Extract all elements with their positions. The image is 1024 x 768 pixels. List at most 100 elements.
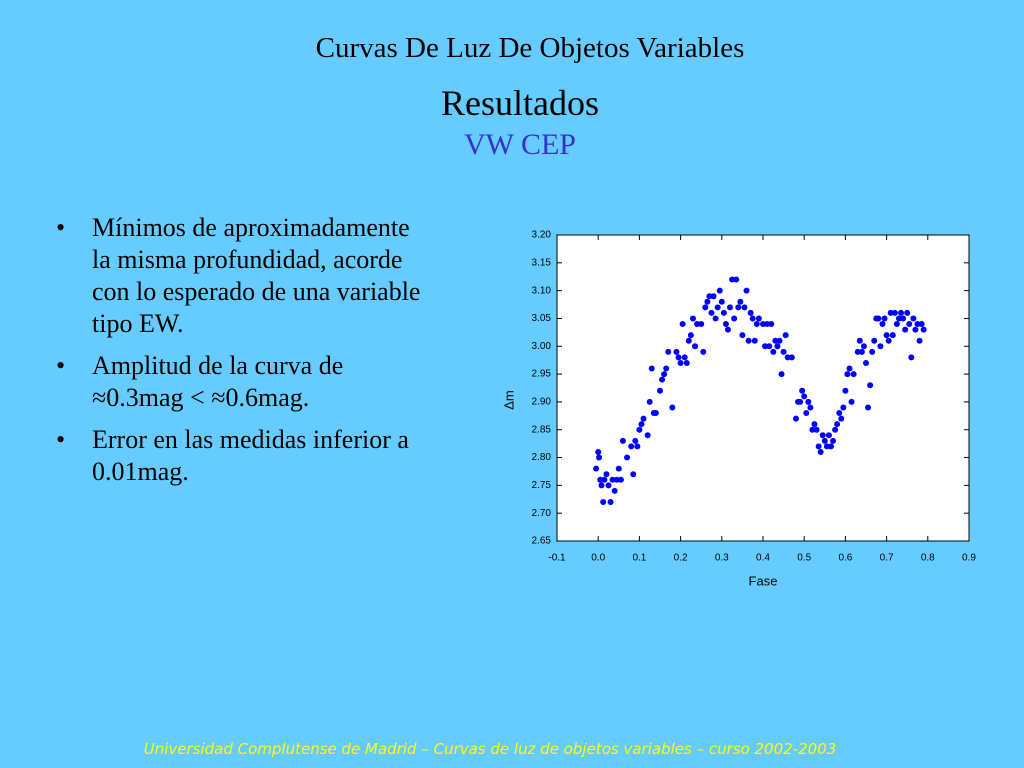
y-tick-label: 3.05 [532, 313, 552, 324]
title: Curvas De Luz De Objetos Variables [315, 32, 745, 64]
bullet: Mínimos de aproximadamente la misma prof… [52, 212, 432, 340]
data-point [850, 371, 857, 378]
data-point [714, 304, 721, 311]
data-point [615, 465, 622, 472]
data-point [603, 471, 610, 478]
data-point [595, 448, 602, 455]
data-point [854, 348, 861, 355]
y-axis-label: Δm [501, 390, 516, 410]
data-point [741, 304, 748, 311]
footer: Universidad Complutense de Madrid – Curv… [143, 740, 837, 758]
subtitle: Resultados [441, 83, 599, 123]
data-point [858, 348, 865, 355]
data-point [751, 337, 758, 344]
data-point [646, 398, 653, 405]
data-point [914, 321, 921, 328]
data-point [679, 321, 686, 328]
data-point [848, 398, 855, 405]
y-tick-label: 2.65 [532, 536, 552, 547]
data-point [630, 471, 637, 478]
data-point [683, 359, 690, 366]
data-point [638, 421, 645, 428]
data-point [724, 326, 731, 333]
data-point [661, 371, 668, 378]
data-point [648, 365, 655, 372]
x-tick-label: 0.4 [756, 553, 770, 564]
data-point [600, 499, 607, 506]
chart: Fase Δm 2.65 2.70 2.75 2.80 2.85 2.90 2.95 3.00… [501, 230, 976, 589]
data-point [663, 365, 670, 372]
data-point [601, 476, 608, 483]
data-point [869, 348, 876, 355]
data-point [879, 321, 886, 328]
data-point [743, 287, 750, 294]
data-point [613, 476, 620, 483]
y-tick-label: 2.90 [532, 397, 552, 408]
data-point [607, 499, 614, 506]
x-tick-label: 0.1 [632, 553, 646, 564]
data-point [611, 487, 618, 494]
data-point [706, 293, 713, 300]
data-point [832, 426, 839, 433]
data-point [632, 437, 639, 444]
data-point [906, 321, 913, 328]
data-point [596, 454, 603, 461]
data-point [770, 348, 777, 355]
data-point [887, 309, 894, 316]
data-point [904, 309, 911, 316]
data-point [778, 371, 785, 378]
data-point [819, 432, 826, 439]
data-point [776, 337, 783, 344]
data-point [657, 387, 663, 394]
data-point [720, 309, 727, 316]
data-point [908, 354, 915, 361]
data-point [731, 315, 738, 322]
data-point [780, 348, 787, 355]
data-point [644, 432, 651, 439]
data-point [883, 332, 890, 339]
data-point [830, 437, 837, 444]
y-tick-label: 2.85 [532, 424, 552, 435]
data-point [772, 337, 779, 344]
data-point [609, 476, 616, 483]
data-point [753, 321, 760, 328]
data-point [856, 337, 863, 344]
data-point [687, 332, 694, 339]
data-point [823, 443, 830, 450]
data-point [634, 443, 641, 450]
y-tick-label: 2.95 [532, 369, 552, 380]
data-point [860, 343, 867, 350]
data-point [916, 337, 923, 344]
data-point [910, 315, 917, 322]
data-point [881, 315, 888, 322]
data-point [729, 276, 736, 283]
data-point [889, 332, 896, 339]
data-point [692, 343, 699, 350]
data-point [871, 337, 878, 344]
y-tick-label: 3.15 [532, 257, 552, 268]
y-tick-label: 2.80 [532, 452, 552, 463]
data-point [652, 410, 659, 417]
data-point [805, 398, 812, 405]
data-point [716, 287, 723, 294]
data-point [893, 321, 900, 328]
data-point [863, 359, 869, 366]
data-point [605, 482, 612, 489]
data-point [797, 398, 804, 405]
data-point [821, 437, 828, 444]
data-point [675, 354, 682, 361]
data-point [708, 309, 715, 316]
data-point [877, 343, 884, 350]
data-point [865, 404, 872, 411]
data-point [762, 343, 769, 350]
data-point [836, 410, 843, 417]
data-point [704, 298, 711, 305]
bullet: Amplitud de la curva de ≈0.3mag < ≈0.6ma… [52, 350, 432, 414]
data-point [640, 415, 647, 422]
y-tick-label: 3.20 [532, 230, 552, 241]
data-point [735, 304, 742, 311]
data-point [891, 309, 898, 316]
data-point [718, 298, 725, 305]
x-tick-label: 0.3 [715, 553, 729, 564]
data-point [659, 376, 666, 383]
